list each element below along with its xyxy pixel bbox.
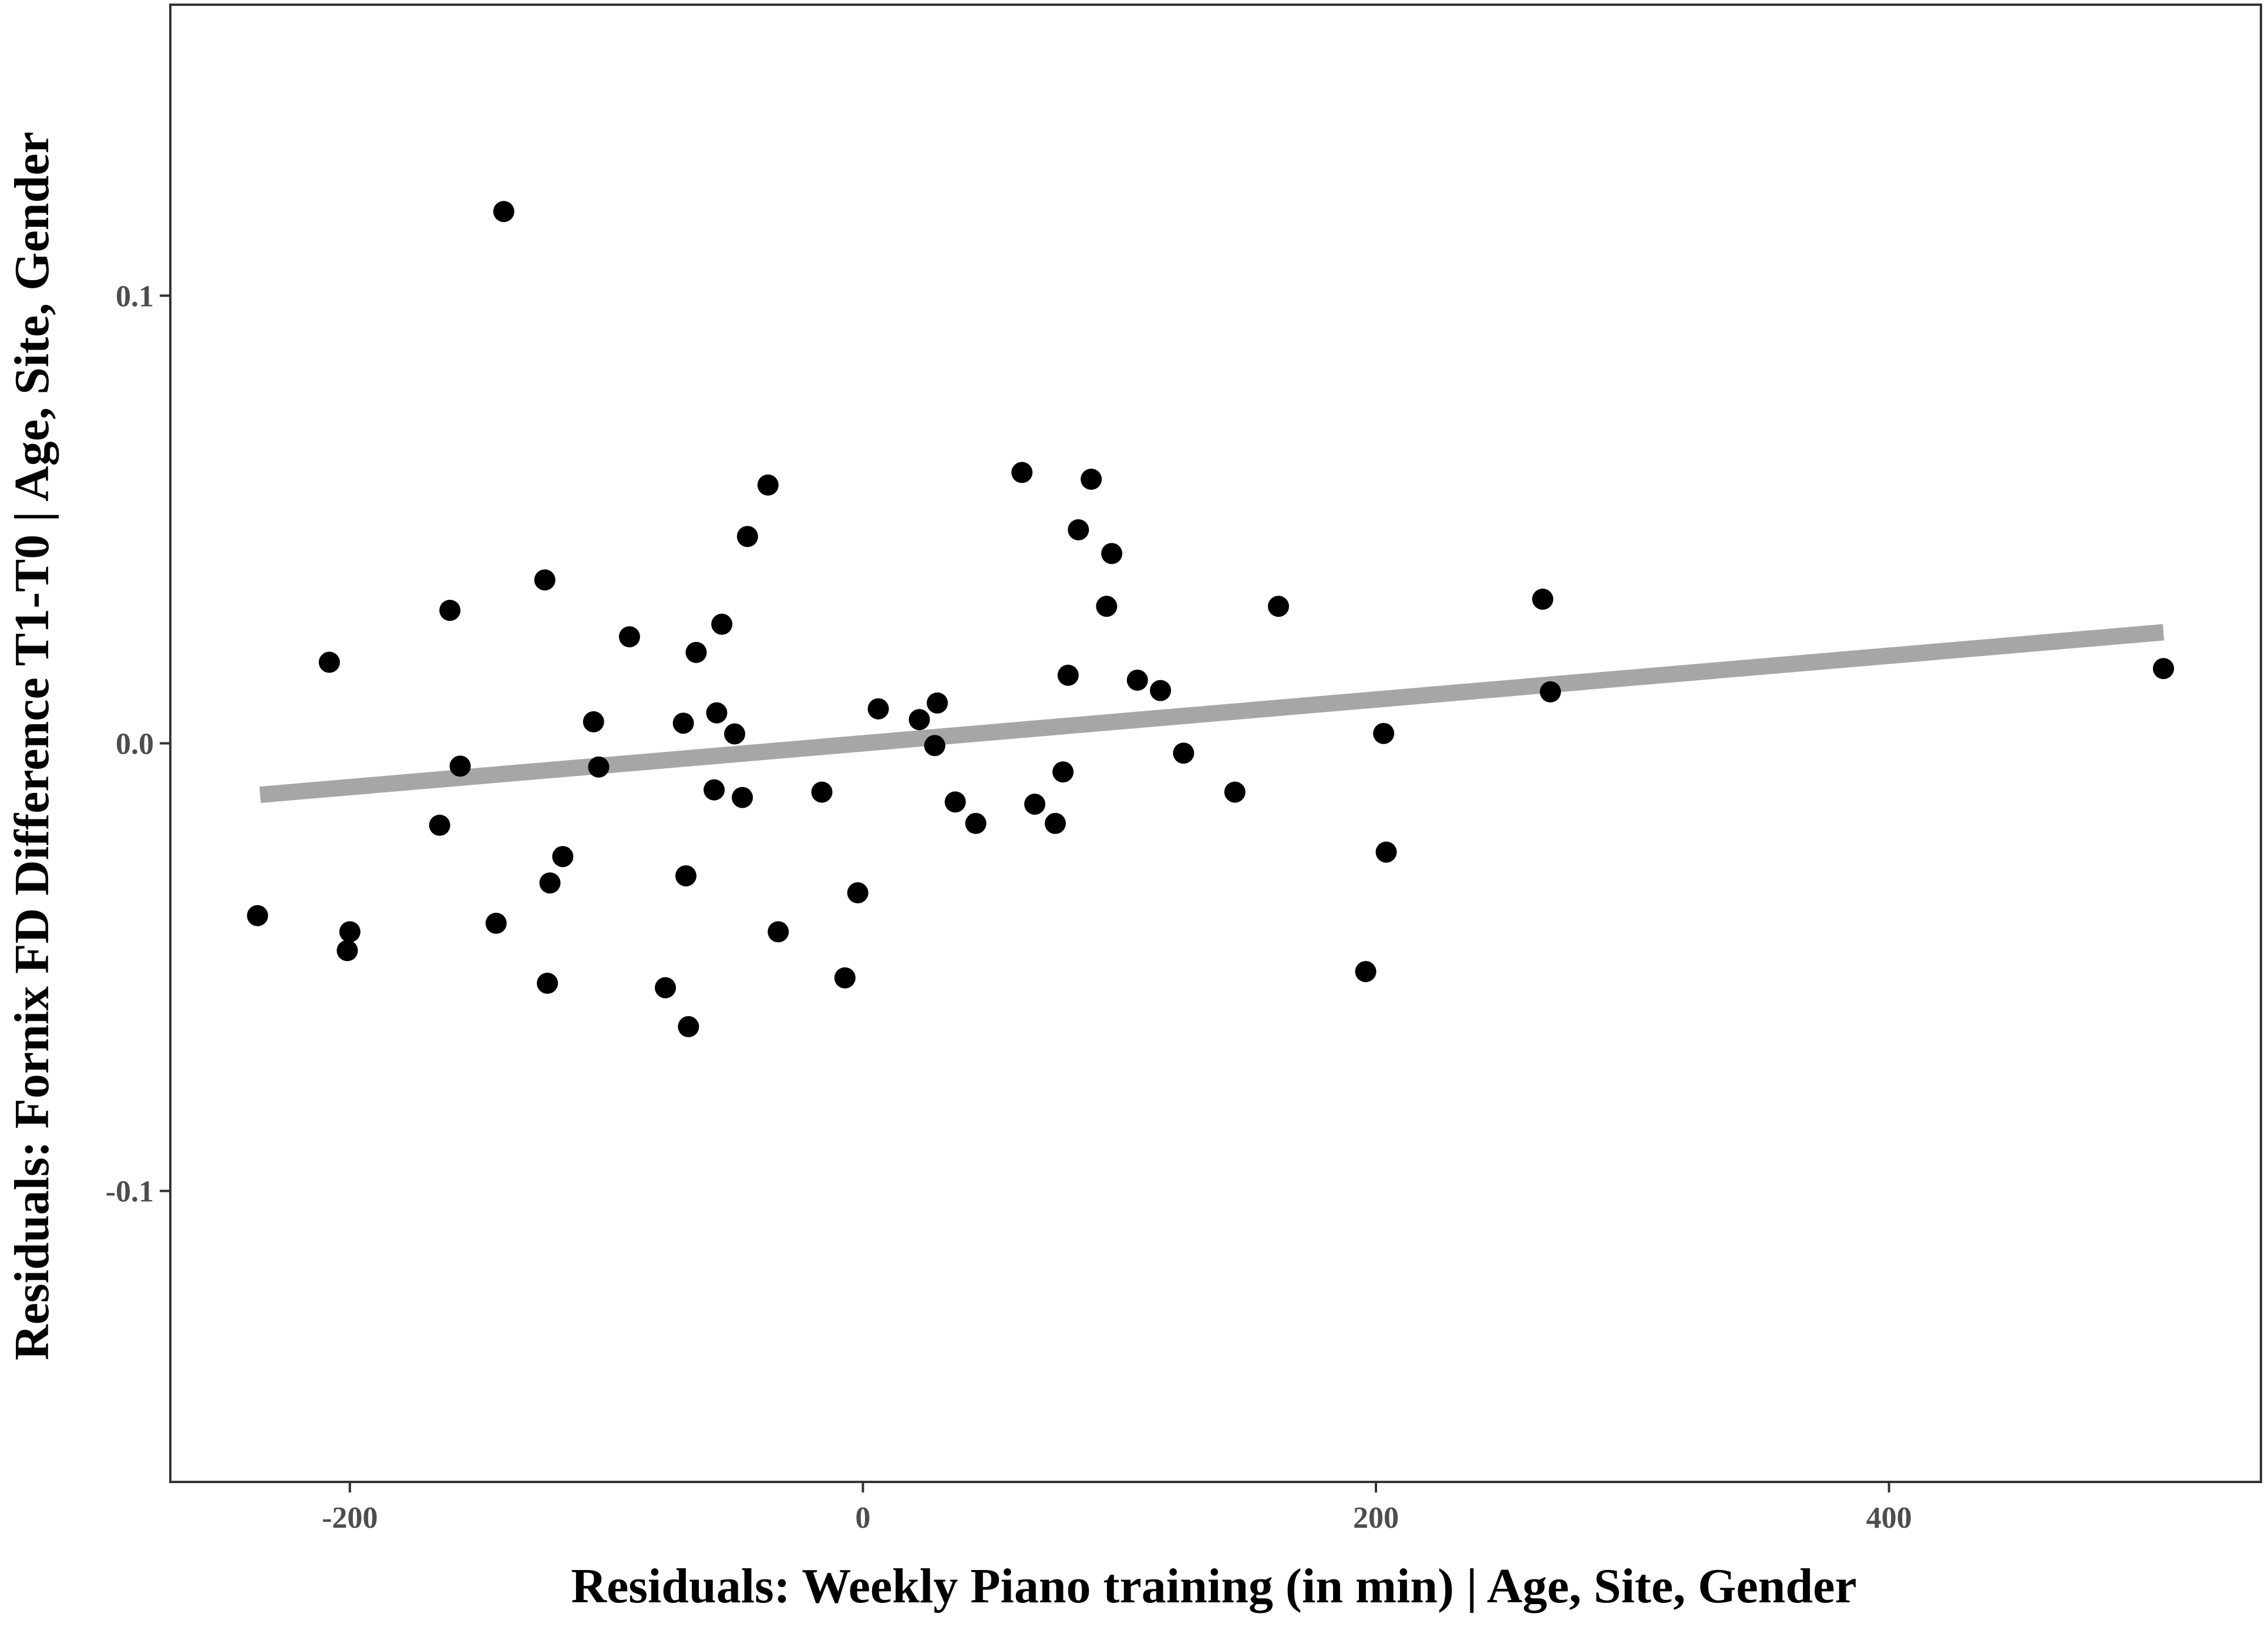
data-point [539, 872, 561, 894]
data-point [1532, 589, 1553, 610]
data-point [449, 755, 471, 777]
data-point [1150, 680, 1172, 701]
data-point [944, 791, 966, 813]
data-point [537, 972, 558, 994]
data-point [485, 912, 507, 934]
data-point [757, 474, 779, 496]
data-point [318, 651, 340, 673]
data-point [847, 882, 869, 904]
data-point [678, 1016, 699, 1037]
fit-line-layer [259, 624, 2165, 804]
data-point [1096, 596, 1118, 617]
data-point [706, 702, 728, 724]
data-point [924, 735, 945, 757]
data-point [1081, 468, 1102, 490]
data-point [675, 865, 696, 887]
x-tick-label: 200 [1353, 1501, 1399, 1535]
data-point [704, 779, 725, 801]
plot-background [170, 5, 2261, 1482]
y-tick-label: 0.0 [116, 728, 154, 761]
data-point [927, 692, 948, 714]
data-point [588, 756, 610, 778]
data-point [1044, 812, 1066, 834]
data-point [655, 977, 677, 999]
data-point [1011, 462, 1033, 483]
data-point [583, 711, 604, 732]
y-axis-title: Residuals: Fornix FD Difference T1-T0 | … [5, 132, 59, 1360]
data-point [1224, 781, 1246, 803]
data-point [429, 814, 450, 836]
data-point [618, 626, 640, 648]
data-point [1101, 543, 1123, 564]
x-tick-label: -200 [322, 1501, 378, 1535]
data-point [1540, 681, 1562, 702]
data-point [1052, 761, 1074, 783]
y-tick-label: -0.1 [106, 1175, 154, 1209]
data-point [1024, 794, 1046, 815]
data-point [811, 781, 833, 803]
data-point [247, 905, 268, 926]
data-point [908, 709, 930, 731]
data-point [711, 613, 733, 635]
data-point [965, 812, 987, 834]
y-axis: -0.1 0.0 0.1 [106, 280, 170, 1209]
data-point [1057, 664, 1079, 686]
data-point [1373, 722, 1395, 744]
regression-line [259, 624, 2165, 804]
data-point [768, 921, 789, 943]
data-point [1068, 519, 1089, 540]
data-point [439, 600, 461, 621]
data-point [736, 526, 758, 547]
data-point [834, 967, 856, 989]
data-point [337, 940, 358, 962]
x-tick-label: 0 [855, 1501, 870, 1535]
data-point [685, 641, 707, 663]
x-axis: -200 0 200 400 [322, 1482, 1912, 1535]
y-tick-label: 0.1 [116, 280, 154, 313]
data-point [672, 712, 694, 734]
data-point [867, 698, 889, 720]
x-tick-label: 400 [1866, 1501, 1912, 1535]
data-point [552, 846, 574, 868]
points-layer [247, 201, 2175, 1037]
data-point [493, 201, 514, 223]
data-point [724, 723, 745, 745]
data-point [1355, 961, 1377, 983]
data-point [2153, 658, 2175, 680]
data-point [1268, 596, 1290, 617]
x-axis-title: Residuals: Weekly Piano training (in min… [571, 1559, 1856, 1613]
data-point [1126, 670, 1148, 691]
data-point [534, 569, 556, 591]
data-point [732, 786, 753, 808]
data-point [1375, 841, 1397, 863]
data-point [1173, 742, 1194, 764]
data-point [339, 921, 361, 943]
